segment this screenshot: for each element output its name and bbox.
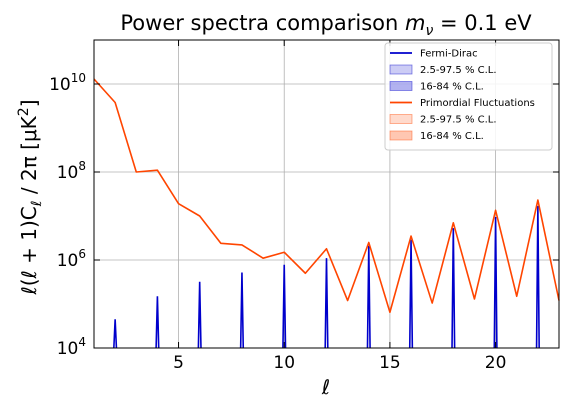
- legend-patch-swatch: [389, 114, 413, 124]
- legend-box: [384, 42, 553, 151]
- chart-title: Power spectra comparison mν = 0.1 eV: [120, 11, 532, 39]
- y-tick-label: 106: [57, 247, 86, 271]
- legend-patch-swatch: [389, 81, 413, 91]
- legend-label: 2.5-97.5 % C.L.: [420, 115, 497, 126]
- y-tick-label: 108: [57, 159, 86, 183]
- plot-frame: [93, 39, 560, 349]
- y-axis-label-end: ]: [17, 99, 41, 107]
- legend-patch-swatch: [389, 130, 413, 141]
- chart-title-text: Power spectra comparison: [120, 11, 405, 35]
- legend: Fermi-Dirac 2.5-97.5 % C.L. 16-84 % C.L. Pr…: [384, 42, 553, 151]
- x-tick-label: 5: [173, 353, 184, 373]
- fermi-dirac-peak: [155, 296, 160, 349]
- legend-patch-swatch: [389, 64, 413, 75]
- y-tick-label: 104: [57, 335, 86, 359]
- fermi-dirac-peak: [197, 281, 202, 349]
- fermi-dirac-peak: [451, 228, 456, 349]
- legend-label: 16-84 % C.L.: [420, 131, 484, 142]
- y-axis-label-sup: 2: [16, 107, 32, 116]
- y-tick-label: 1010: [49, 71, 86, 95]
- chart-title-math-sub: ν: [425, 23, 433, 39]
- primordial-series-line: [93, 78, 560, 314]
- fermi-dirac-peak: [366, 245, 371, 349]
- x-tick-label: 20: [485, 353, 507, 373]
- fermi-dirac-peak: [282, 264, 287, 349]
- fermi-dirac-peak: [324, 258, 329, 349]
- y-axis-label-rest: / 2π [μK: [17, 115, 41, 200]
- y-axis-label-main: ℓ(ℓ + 1)C: [17, 206, 41, 295]
- chart-title-math-m: m: [405, 11, 425, 35]
- x-axis-label: ℓ: [321, 375, 330, 399]
- tick-labels: 5 10 15 20 104 106 108 1010: [49, 71, 506, 373]
- fermi-dirac-peak: [113, 319, 118, 349]
- y-axis-label: ℓ(ℓ + 1)Cℓ / 2π [μK2]: [16, 99, 45, 295]
- legend-label: 16-84 % C.L.: [420, 82, 484, 93]
- legend-label: Primordial Fluctuations: [420, 98, 535, 109]
- legend-label: Fermi-Dirac: [420, 49, 478, 60]
- y-axis-label-sub: ℓ: [29, 200, 45, 207]
- x-tick-label: 10: [273, 353, 295, 373]
- chart-title-math-rest: = 0.1 eV: [433, 11, 532, 35]
- fermi-dirac-peak: [493, 216, 498, 349]
- fermi-dirac-peak: [408, 239, 414, 349]
- series-layer: [93, 78, 560, 349]
- fermi-dirac-peak: [535, 205, 540, 349]
- fermi-dirac-peak: [239, 272, 245, 349]
- legend-label: 2.5-97.5 % C.L.: [420, 65, 497, 76]
- x-tick-label: 15: [379, 353, 401, 373]
